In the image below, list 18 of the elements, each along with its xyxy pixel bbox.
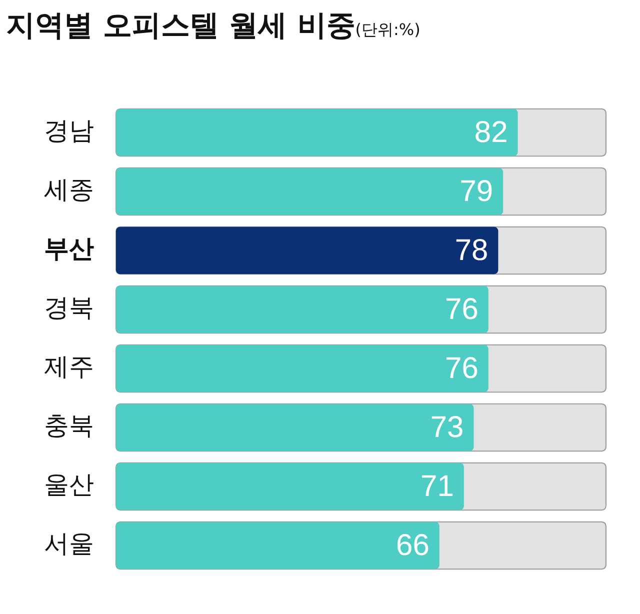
chart-subtitle: (단위:%): [355, 20, 420, 39]
y-tick-label: 충북: [44, 411, 94, 440]
data-label: 78: [454, 234, 488, 267]
data-label: 66: [396, 528, 430, 562]
y-tick-label: 울산: [44, 470, 94, 499]
data-label: 73: [430, 410, 464, 444]
y-tick-label: 경남: [44, 116, 94, 145]
data-label: 76: [445, 352, 478, 385]
y-tick-label: 세종: [44, 175, 94, 204]
data-label: 79: [460, 174, 494, 208]
y-tick-label: 서울: [44, 529, 94, 558]
data-label: 71: [420, 470, 454, 503]
chart-title: 지역별 오피스텔 월세 비중: [6, 8, 356, 42]
y-tick-label: 경북: [44, 293, 94, 322]
data-label: 76: [445, 292, 478, 326]
data-label: 82: [474, 116, 508, 149]
y-tick-label: 부산: [44, 234, 94, 263]
y-tick-label: 제주: [44, 352, 94, 381]
